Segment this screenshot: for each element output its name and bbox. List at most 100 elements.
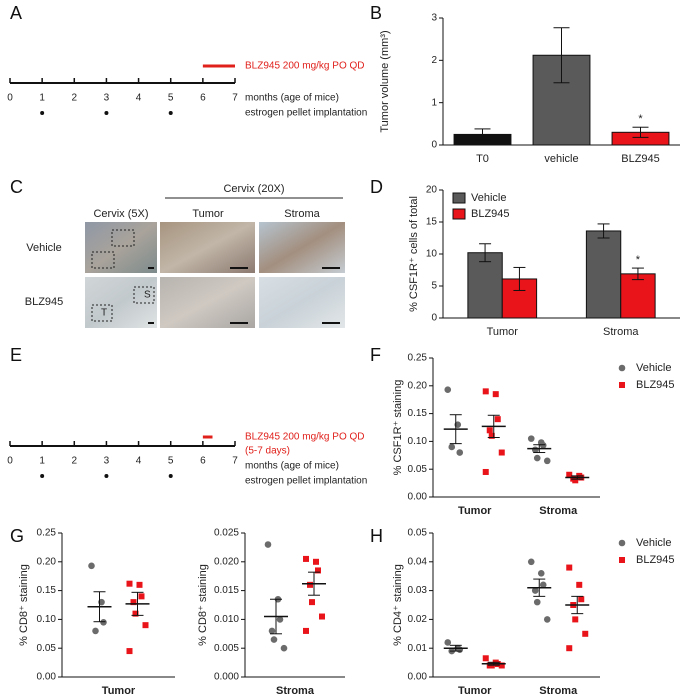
treatment-label: BLZ945 200 mg/kg PO QD [245, 61, 365, 72]
timeline-tick-label: 5 [168, 456, 174, 467]
point [303, 555, 309, 562]
y-tick-label: 0 [431, 313, 437, 324]
inset-box [111, 229, 135, 247]
micrograph [259, 222, 345, 273]
point [543, 457, 551, 465]
y-tick-label: 0.03 [408, 585, 428, 596]
point [315, 567, 321, 574]
y-tick-label: 0.02 [408, 614, 428, 625]
point [264, 541, 272, 548]
legend-swatch [452, 192, 466, 204]
micrograph [160, 222, 255, 273]
y-tick-label: 0.010 [214, 614, 239, 625]
y-tick-label: 0.05 [37, 643, 57, 654]
timeline-tick-label: 6 [200, 93, 206, 104]
legend-swatch [452, 208, 466, 220]
point [270, 636, 278, 643]
panel-letter: B [370, 3, 382, 23]
y-tick-label: 0.01 [408, 643, 428, 654]
point [92, 627, 99, 635]
point [132, 610, 139, 617]
x-tick-label: T0 [476, 153, 489, 165]
column-header: Cervix (5X) [93, 208, 148, 220]
timeline-tick-label: 5 [168, 93, 174, 104]
timeline-tick-label: 0 [7, 456, 13, 467]
pellet-label: estrogen pellet implantation [245, 108, 367, 119]
point [533, 454, 541, 462]
bar [585, 230, 622, 319]
point [543, 616, 551, 623]
timeline-tick-label: 3 [104, 456, 110, 467]
row-label: BLZ945 [25, 296, 64, 308]
timeline-tick-label: 1 [39, 456, 45, 467]
legend-marker [618, 539, 626, 547]
y-tick-label: 0 [431, 140, 437, 151]
point [138, 593, 145, 600]
treatment-label: BLZ945 200 mg/kg PO QD [245, 432, 365, 443]
significance: * [636, 254, 641, 266]
point [268, 627, 276, 635]
point [456, 646, 464, 653]
y-tick-label: 0.20 [37, 556, 57, 567]
x-tick-label: Tumor [102, 685, 136, 697]
y-tick-label: 0.05 [408, 528, 428, 539]
pellet-dot [40, 111, 45, 115]
point [130, 599, 137, 606]
point [566, 471, 573, 478]
legend-label: BLZ945 [636, 379, 675, 391]
y-tick-label: 0.20 [408, 380, 428, 391]
pellet-dot [104, 111, 109, 115]
micrograph [259, 277, 345, 328]
point [307, 581, 313, 588]
x-tick-label: vehicle [544, 153, 578, 165]
legend-label: Vehicle [636, 362, 671, 374]
y-axis-label: % CD4⁺ staining [392, 564, 404, 646]
micrograph-panel: S T Cervix (5X) Cervix (20X) Tumor Strom… [25, 183, 345, 328]
point [537, 570, 545, 577]
panel-letter: H [370, 526, 383, 546]
y-tick-label: 0.04 [408, 556, 428, 567]
treatment-note: (5-7 days) [245, 446, 290, 457]
point [572, 477, 579, 484]
y-tick-label: 0.15 [408, 408, 428, 419]
point [313, 558, 319, 565]
y-tick-label: 15 [426, 217, 438, 228]
point [280, 644, 288, 652]
timeline-tick-label: 0 [7, 93, 13, 104]
axis-label: months (age of mice) [245, 461, 339, 472]
x-tick-label: Tumor [458, 685, 492, 697]
y-axis-label: % CD8⁺ staining [197, 564, 209, 646]
micrograph [85, 277, 157, 328]
point [276, 616, 284, 623]
point [566, 564, 573, 571]
column-header: Cervix (20X) [223, 183, 284, 195]
pellet-dot [104, 474, 109, 478]
point [303, 627, 309, 634]
x-tick-label: Stroma [539, 685, 578, 697]
legend-label: Vehicle [636, 537, 671, 549]
point [482, 468, 489, 475]
timeline-tick-label: 3 [104, 93, 110, 104]
legend-label: BLZ945 [471, 208, 510, 220]
timeline-tick-label: 4 [136, 93, 142, 104]
timeline-tick-label: 6 [200, 456, 206, 467]
y-tick-label: 0.25 [408, 353, 428, 364]
y-tick-label: 3 [431, 13, 437, 24]
timeline-tick-label: 2 [72, 456, 78, 467]
pellet-dot [168, 111, 173, 115]
point [494, 416, 501, 423]
inset-box [133, 286, 155, 304]
point [566, 645, 573, 652]
y-tick-label: 0.10 [37, 614, 57, 625]
y-axis-label: Tumor volume (mm³) [379, 30, 391, 132]
panel-letter: A [10, 3, 22, 23]
point [498, 662, 505, 669]
y-tick-label: 10 [426, 249, 438, 260]
inset-label: T [101, 308, 107, 319]
point [539, 441, 547, 449]
y-tick-label: 0.10 [408, 436, 428, 447]
panel-letter: C [10, 177, 23, 197]
inset-box [91, 251, 115, 269]
column-header: Tumor [192, 208, 224, 220]
